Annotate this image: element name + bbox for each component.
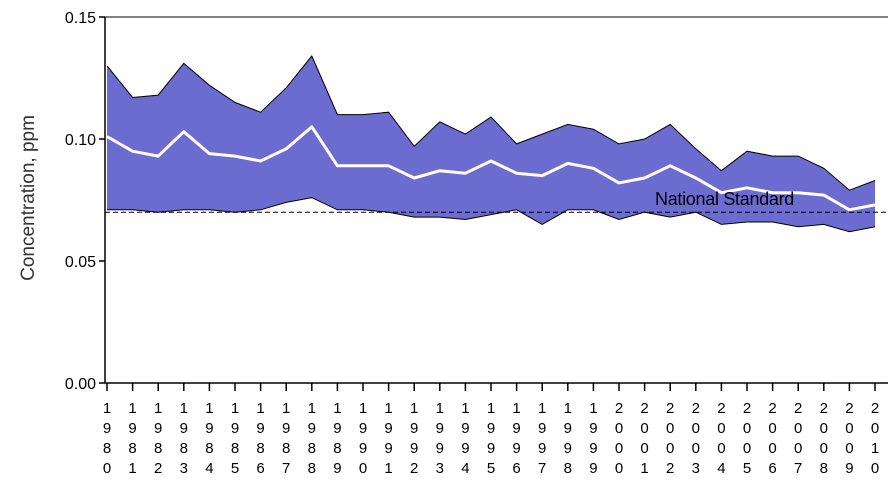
band-layer bbox=[107, 56, 875, 232]
y-tick-label: 0.05 bbox=[65, 254, 96, 271]
range-band bbox=[107, 56, 875, 232]
lower-line bbox=[107, 197, 876, 233]
upper-line bbox=[106, 55, 876, 191]
y-tick-label: 0.15 bbox=[65, 10, 96, 27]
label-layer: 0.00 0.05 0.10 0.15 1 9 8 0 1 9 8 1 1 9 8 2 1 9 8 3 1 9 8 4 1 9 8 5… bbox=[65, 10, 879, 477]
y-tick-label: 0.10 bbox=[65, 132, 96, 149]
y-tick-label: 0.00 bbox=[65, 376, 96, 393]
line-layer bbox=[105, 55, 888, 233]
median-line bbox=[106, 125, 876, 212]
axes-layer bbox=[99, 16, 888, 391]
y-axis-label: Concentration, ppm bbox=[18, 115, 39, 281]
national-standard-label: National Standard bbox=[655, 189, 794, 209]
